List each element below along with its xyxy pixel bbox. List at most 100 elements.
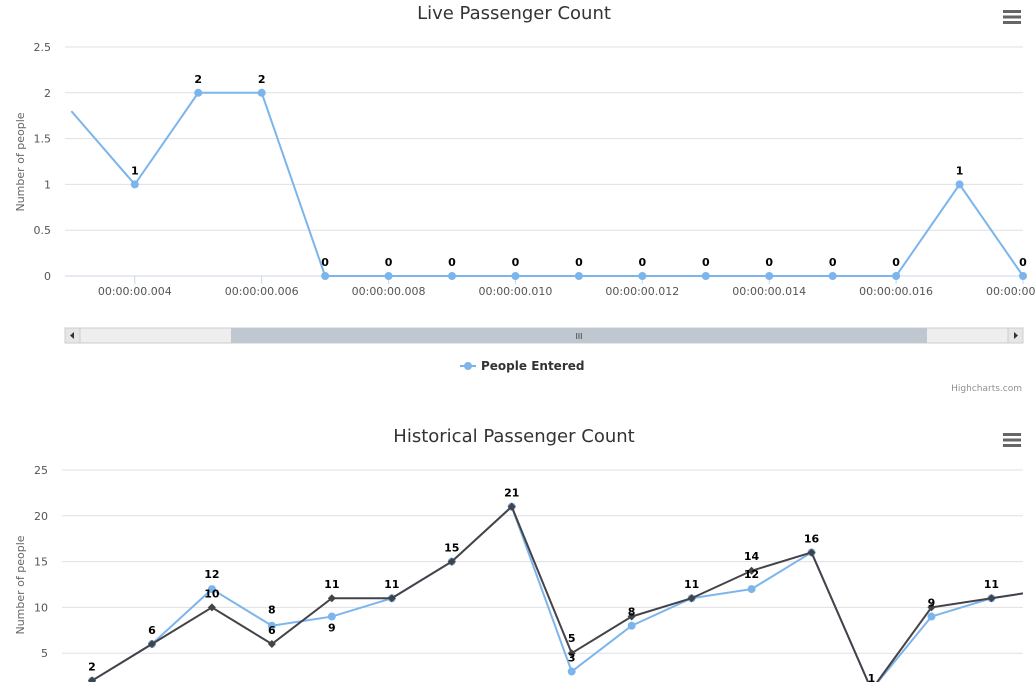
data-label: 8 [268, 604, 276, 617]
data-point[interactable] [638, 272, 647, 280]
scrollbar-thumb[interactable] [231, 328, 927, 343]
data-label: 3 [568, 652, 576, 665]
data-label: 11 [684, 578, 699, 591]
data-point[interactable] [207, 603, 216, 612]
data-point[interactable] [384, 272, 393, 280]
data-point[interactable] [147, 640, 156, 649]
data-label: 0 [448, 256, 456, 269]
series-line-people-entered [70, 91, 1024, 277]
y-tick-label: 2 [44, 87, 51, 100]
x-tick-label: 00:00:00.010 [478, 285, 552, 298]
data-point[interactable] [747, 585, 756, 594]
live-passenger-chart: Live Passenger Count Number of people 00… [14, 3, 1036, 394]
data-point[interactable] [807, 548, 816, 557]
legend-marker-icon [464, 362, 472, 370]
series-line-light [91, 504, 1023, 682]
y-tick-label: 10 [34, 601, 48, 614]
data-point[interactable] [627, 621, 636, 630]
data-point[interactable] [747, 566, 756, 575]
x-tick-label: 00:00:00.004 [98, 285, 172, 298]
data-point[interactable] [627, 612, 636, 621]
data-point[interactable] [327, 612, 336, 621]
data-label: 5 [568, 632, 576, 645]
data-point[interactable] [687, 594, 696, 603]
credits-link[interactable]: Highcharts.com [951, 384, 1022, 394]
data-point[interactable] [987, 594, 996, 603]
data-point[interactable] [387, 594, 396, 603]
data-label: 9 [928, 596, 936, 609]
chart-title: Live Passenger Count [417, 3, 611, 24]
y-tick-label: 1.5 [34, 133, 52, 146]
series-line-dark [91, 504, 1023, 682]
data-label: 0 [575, 256, 583, 269]
y-tick-label: 5 [41, 647, 48, 660]
y-tick-label: 2.5 [34, 41, 52, 54]
x-tick-label: 00:00:00.008 [352, 285, 426, 298]
data-label: 12 [204, 568, 219, 581]
x-tick-label: 00:00:00.006 [225, 285, 299, 298]
data-point[interactable] [88, 676, 96, 682]
data-point[interactable] [130, 180, 139, 189]
data-point[interactable] [511, 272, 520, 280]
data-label: 0 [829, 256, 837, 269]
data-label: 16 [804, 532, 820, 545]
data-point[interactable] [1019, 272, 1027, 280]
y-tick-label: 15 [34, 556, 48, 569]
data-point[interactable] [892, 272, 901, 280]
data-point[interactable] [267, 621, 276, 630]
data-label: 15 [444, 542, 459, 555]
data-point[interactable] [447, 557, 456, 566]
data-point[interactable] [321, 272, 330, 280]
scroll-left-arrow-icon [70, 332, 74, 339]
scroll-right-arrow-icon [1014, 332, 1018, 339]
data-label: 11 [324, 578, 339, 591]
y-tick-label: 0 [44, 270, 51, 283]
data-label: 11 [984, 578, 999, 591]
data-label: 0 [512, 256, 520, 269]
data-point[interactable] [701, 272, 710, 280]
data-label: 0 [892, 256, 900, 269]
data-point[interactable] [828, 272, 837, 280]
data-label: 0 [321, 256, 329, 269]
historical-passenger-chart: Historical Passenger Count Number of peo… [14, 426, 1023, 682]
data-point[interactable] [955, 180, 964, 189]
scrollbar-grip-icon: III [576, 332, 583, 341]
data-label: 2 [194, 73, 202, 86]
data-label: 2 [258, 73, 266, 86]
data-label: 11 [384, 578, 399, 591]
data-label: 0 [639, 256, 647, 269]
chart-title: Historical Passenger Count [393, 426, 634, 447]
data-point[interactable] [327, 594, 336, 603]
data-label: 6 [148, 624, 156, 637]
data-point[interactable] [765, 272, 774, 280]
data-point[interactable] [927, 603, 936, 612]
y-tick-label: 20 [34, 510, 48, 523]
hamburger-menu-icon[interactable] [1003, 431, 1021, 449]
data-point[interactable] [574, 272, 583, 280]
data-label: 21 [504, 487, 519, 500]
data-point[interactable] [207, 585, 216, 594]
data-point[interactable] [567, 649, 576, 658]
data-label: 12 [744, 568, 759, 581]
data-point[interactable] [448, 272, 457, 280]
data-point[interactable] [507, 502, 516, 511]
navigator-scrollbar[interactable]: III [64, 327, 1024, 344]
x-tick-label: 00:00:00.016 [859, 285, 933, 298]
data-point[interactable] [927, 612, 936, 621]
data-label: 0 [765, 256, 773, 269]
y-tick-label: 1 [44, 178, 51, 191]
x-tick-label: 00:00:00.018 [986, 285, 1036, 298]
data-point[interactable] [567, 667, 576, 676]
hamburger-menu-icon[interactable] [1003, 8, 1021, 26]
data-point[interactable] [267, 640, 276, 649]
data-label: 8 [628, 606, 636, 619]
data-point[interactable] [194, 88, 203, 97]
data-label: 14 [744, 550, 760, 563]
data-label: 10 [204, 587, 220, 600]
legend-item-people-entered[interactable]: People Entered [460, 359, 584, 373]
data-label: 1 [956, 164, 964, 177]
x-tick-label: 00:00:00.012 [605, 285, 679, 298]
data-label: 0 [702, 256, 710, 269]
data-point[interactable] [257, 88, 266, 97]
data-label: 1 [131, 164, 139, 177]
